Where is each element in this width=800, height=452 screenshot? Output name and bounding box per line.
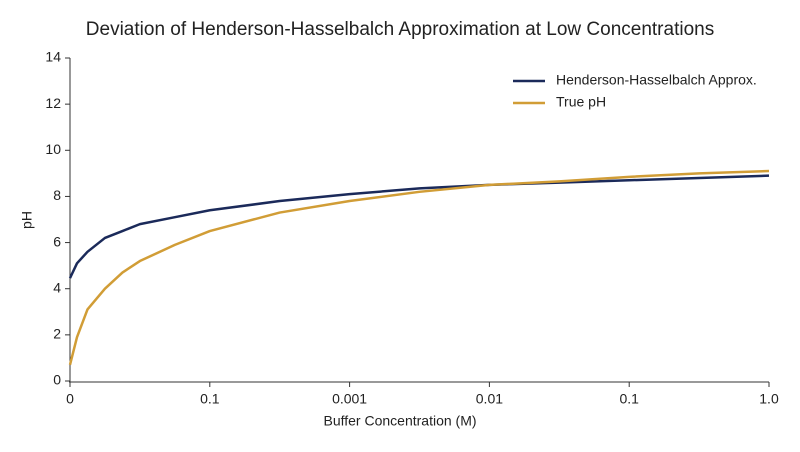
legend-label: Henderson-Hasselbalch Approx. (556, 72, 757, 88)
x-axis-label: Buffer Concentration (M) (323, 413, 476, 429)
y-tick-label: 2 (53, 326, 61, 342)
x-tick-label: 0 (66, 391, 74, 407)
y-tick-label: 10 (45, 141, 61, 157)
legend-label: True pH (556, 94, 606, 110)
chart-title: Deviation of Henderson-Hasselbalch Appro… (86, 19, 714, 40)
y-tick-label: 4 (53, 279, 61, 295)
x-tick-label: 0.1 (619, 391, 639, 407)
y-tick-label: 14 (45, 49, 61, 65)
y-tick-label: 6 (53, 233, 61, 249)
x-tick-label: 0.01 (476, 391, 503, 407)
y-tick-label: 8 (53, 187, 61, 203)
x-tick-label: 0.001 (332, 391, 367, 407)
y-tick-label: 0 (53, 372, 61, 388)
x-tick-label: 1.0 (759, 391, 779, 407)
line-series (68, 174, 770, 279)
y-tick-label: 12 (45, 95, 61, 111)
y-axis-label: pH (19, 211, 35, 229)
line-series (68, 169, 770, 366)
x-tick-label: 0.1 (200, 391, 220, 407)
